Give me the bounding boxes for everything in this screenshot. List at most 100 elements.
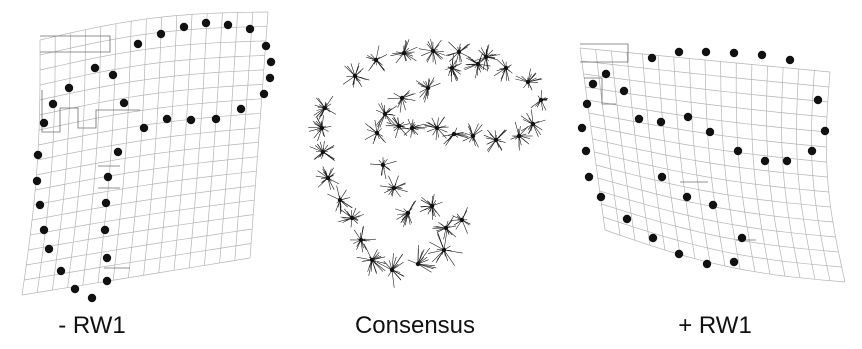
grid-row-line — [24, 243, 252, 281]
displacement-vector — [495, 129, 508, 141]
landmark-point — [32, 176, 42, 186]
consensus-landmark-center — [382, 111, 388, 117]
landmark-point — [577, 123, 587, 133]
landmark-point — [39, 118, 49, 128]
landmark-point — [48, 99, 58, 109]
consensus-landmark-cluster — [369, 157, 397, 180]
displacement-vector — [436, 116, 445, 129]
grid-accent-line — [41, 90, 140, 133]
consensus-landmark-cluster — [415, 77, 441, 103]
landmark-point — [674, 249, 684, 259]
consensus-landmark-center — [369, 257, 375, 263]
grid-column-line — [735, 62, 756, 272]
grid-row-line — [39, 55, 265, 86]
displacement-vector — [371, 259, 386, 264]
displacement-vector — [395, 208, 409, 214]
displacement-vector — [461, 219, 468, 234]
displacement-vector — [327, 193, 341, 201]
displacement-vector — [515, 75, 529, 83]
displacement-vector — [391, 269, 395, 288]
consensus-landmark-center — [415, 261, 421, 267]
grid-column-line — [204, 12, 223, 266]
displacement-vector — [520, 115, 534, 125]
consensus-landmark-cluster — [483, 129, 508, 153]
grid-row-line — [37, 127, 260, 161]
grid-row-line — [33, 170, 257, 206]
displacement-vector — [339, 199, 353, 209]
landmark-point — [647, 53, 657, 63]
displacement-vector — [391, 269, 404, 277]
landmark-point — [102, 253, 112, 263]
consensus-landmark-center — [337, 197, 343, 203]
displacement-vector — [451, 67, 453, 82]
grid-column-line — [689, 58, 711, 263]
displacement-vector — [505, 67, 510, 81]
displacement-vector — [431, 205, 433, 220]
consensus-landmark-cluster — [308, 115, 332, 142]
displacement-vector — [360, 225, 364, 241]
consensus-landmark-cluster — [365, 45, 388, 72]
grid-column-line — [781, 67, 801, 278]
consensus-landmark-center — [352, 73, 358, 79]
displacement-vector — [340, 209, 353, 219]
deformation-grid-plus-rw1 — [577, 43, 846, 283]
consensus-landmark-center — [389, 267, 395, 273]
grid-column-line — [52, 32, 71, 291]
displacement-vector — [401, 97, 416, 101]
grid-row-line — [39, 11, 269, 41]
grid-row-line — [32, 185, 256, 221]
displacement-vector — [354, 62, 360, 77]
consensus-landmark-cluster — [432, 215, 457, 240]
displacement-vector — [309, 146, 324, 153]
displacement-vector — [391, 253, 394, 271]
caption-plus-rw1: + RW1 — [678, 312, 752, 339]
grid-column-line — [143, 17, 162, 276]
landmark-point — [211, 114, 221, 124]
consensus-landmark-cluster — [356, 243, 386, 276]
consensus-landmark-cluster — [349, 225, 376, 253]
consensus-landmark-cluster — [379, 175, 408, 198]
consensus-landmark-center — [459, 217, 465, 223]
displacement-vector — [421, 196, 433, 207]
consensus-landmark-center — [322, 105, 328, 111]
grid-row-line — [39, 84, 263, 116]
consensus-landmark-center — [409, 125, 415, 131]
landmark-point — [705, 127, 715, 137]
displacement-vector — [422, 123, 438, 129]
landmark-point — [113, 147, 123, 157]
landmark-point — [729, 257, 739, 267]
consensus-landmark-center — [441, 247, 447, 253]
displacement-vector — [458, 43, 471, 53]
consensus-landmark-center — [399, 95, 405, 101]
grid-column-line — [234, 12, 254, 261]
displacement-vector — [396, 212, 409, 220]
consensus-landmark-cluster — [390, 39, 418, 64]
consensus-landmark-center — [451, 131, 457, 137]
displacement-vector — [417, 263, 432, 273]
landmark-point — [757, 50, 767, 60]
displacement-vector — [458, 51, 472, 59]
displacement-vector — [451, 53, 454, 69]
grid-row-line — [594, 151, 829, 193]
landmark-point — [102, 276, 112, 286]
consensus-landmark-center — [396, 123, 402, 129]
grid-column-line — [219, 12, 238, 263]
displacement-vector — [527, 78, 543, 83]
displacement-vector — [371, 259, 377, 273]
landmark-point — [674, 47, 684, 57]
displacement-vector — [435, 249, 445, 263]
displacement-vector — [344, 65, 356, 77]
displacement-vector — [427, 83, 441, 89]
landmark-point — [634, 114, 644, 124]
landmark-point — [729, 48, 739, 58]
landmark-point — [702, 259, 712, 269]
grid-row-line — [21, 257, 251, 296]
displacement-vector — [391, 261, 404, 271]
grid-accent-line — [584, 77, 616, 105]
displacement-vector — [500, 67, 507, 82]
landmark-point — [265, 73, 275, 83]
displacement-vector — [382, 160, 397, 166]
landmark-point — [261, 41, 271, 51]
landmark-point — [179, 22, 189, 32]
